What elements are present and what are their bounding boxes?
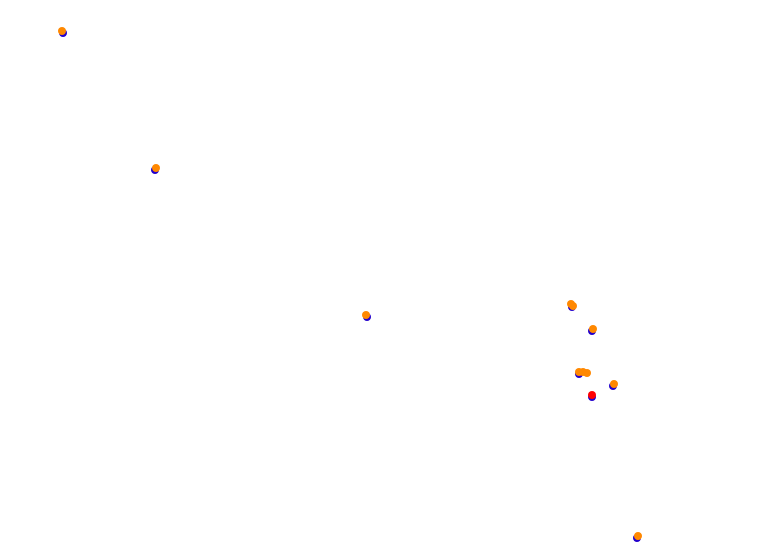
data-point-series-2-0 bbox=[58, 27, 66, 35]
data-point-series-2-1 bbox=[152, 164, 160, 172]
data-point-series-2-8 bbox=[583, 369, 591, 377]
data-point-series-2-10 bbox=[634, 532, 642, 540]
data-point-series-2-5 bbox=[589, 325, 597, 333]
data-point-series-2-2 bbox=[362, 311, 370, 319]
data-point-series-2-9 bbox=[610, 380, 618, 388]
point-layer bbox=[58, 27, 642, 542]
data-point-series-2-4 bbox=[569, 302, 577, 310]
data-point-series-1-0 bbox=[588, 391, 596, 399]
